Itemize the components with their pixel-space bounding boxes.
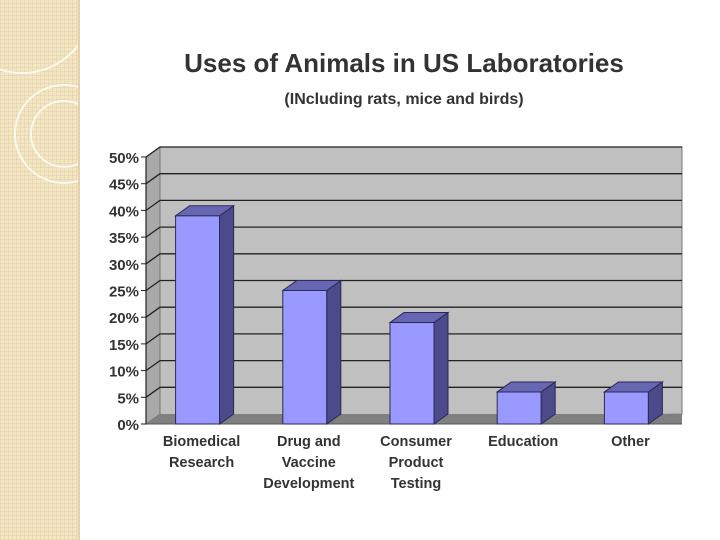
x-category-label: Product [389, 455, 444, 471]
bar [603, 391, 649, 425]
slide-title: Uses of Animals in US Laboratories [184, 48, 624, 78]
x-category-label: Education [488, 434, 558, 450]
y-tick-label: 20% [109, 310, 139, 327]
gridline [145, 306, 682, 318]
x-category-label: Drug and [277, 434, 341, 450]
x-category-label: Consumer [380, 434, 452, 450]
bar-top [388, 312, 450, 324]
y-tick-label: 45% [109, 177, 139, 194]
decorative-ring-small [30, 100, 80, 168]
y-tick-label: 50% [109, 150, 139, 167]
x-category-label: Vaccine [282, 455, 336, 471]
bar-side [326, 279, 342, 425]
y-tick-label: 5% [117, 390, 139, 407]
slide-subtitle: (INcluding rats, mice and birds) [284, 91, 524, 108]
gridline [145, 333, 682, 345]
bar [175, 215, 221, 425]
y-tick-label: 25% [109, 284, 139, 301]
x-category-label: Testing [391, 476, 441, 492]
bar-side [433, 311, 449, 425]
x-category-label: Biomedical [163, 434, 240, 450]
bar-top [174, 205, 236, 217]
gridline [145, 279, 682, 292]
y-tick-label: 15% [109, 337, 139, 354]
bar [282, 290, 328, 425]
y-tick-label: 30% [109, 257, 139, 274]
bar-top [495, 381, 557, 393]
sidebar-edge [78, 0, 80, 540]
x-category-label: Development [263, 476, 354, 492]
gridline [145, 253, 682, 265]
gridline [145, 226, 682, 238]
bar-top [281, 280, 343, 291]
y-tick-label: 40% [109, 203, 139, 220]
x-category-label: Research [169, 455, 234, 471]
x-category-label: Other [611, 434, 650, 450]
y-tick-label: 0% [117, 417, 139, 434]
bar [496, 391, 542, 425]
y-tick-label: 35% [109, 230, 139, 247]
bar-side [219, 204, 235, 425]
decorative-sidebar [0, 0, 80, 540]
bar [389, 322, 435, 425]
gridline [145, 359, 682, 372]
gridline [145, 173, 682, 185]
y-tick-label: 10% [109, 364, 139, 381]
bar-top [602, 381, 664, 393]
gridline [145, 199, 682, 211]
gridline [145, 146, 682, 158]
